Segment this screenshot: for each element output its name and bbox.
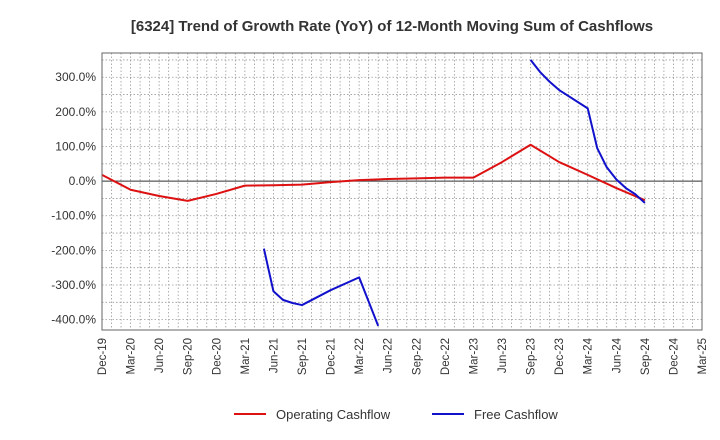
y-tick-label: 0.0%: [69, 174, 97, 188]
series-line-free-cashflow: [262, 248, 380, 327]
series-line-free-cashflow: [529, 59, 646, 204]
x-tick-label: Sep-20: [183, 338, 195, 375]
x-tick-label: Mar-24: [583, 337, 595, 374]
y-tick-label: -300.0%: [51, 278, 96, 292]
x-tick-label: Mar-25: [697, 338, 709, 374]
y-axis: 300.0% 200.0% 100.0% 0.0% -100.0% -200.0% -300…: [51, 70, 96, 326]
y-tick-label: -200.0%: [51, 243, 96, 257]
y-tick-label: 200.0%: [55, 105, 96, 119]
x-tick-label: Jun-21: [268, 338, 280, 373]
plot-area: [102, 53, 702, 330]
x-tick-label: Dec-19: [97, 338, 109, 375]
x-tick-label: Jun-20: [154, 338, 166, 373]
y-tick-label: 300.0%: [55, 70, 96, 84]
x-tick-label: Dec-21: [326, 338, 338, 375]
x-tick-label: Mar-23: [468, 338, 480, 374]
chart-title: [6324] Trend of Growth Rate (YoY) of 12-…: [131, 18, 653, 35]
x-tick-label: Mar-20: [126, 338, 138, 374]
series-layer: [101, 59, 646, 327]
x-tick-label: Jun-24: [611, 337, 623, 373]
legend-label: Free Cashflow: [474, 407, 558, 422]
x-tick-label: Dec-23: [554, 338, 566, 375]
plot-border: [101, 52, 703, 331]
y-tick-label: -100.0%: [51, 209, 96, 223]
x-tick-label: Jun-23: [497, 338, 509, 373]
x-tick-label: Sep-23: [526, 338, 538, 375]
x-tick-label: Sep-22: [411, 338, 423, 375]
x-tick-label: Jun-22: [383, 338, 395, 373]
x-tick-label: Dec-22: [440, 338, 452, 375]
x-tick-label: Mar-22: [354, 338, 366, 374]
series-line-operating-cashflow: [101, 143, 646, 202]
y-tick-label: -400.0%: [51, 313, 96, 327]
x-tick-label: Sep-21: [297, 338, 309, 375]
x-tick-label: Dec-24: [668, 337, 680, 375]
legend-label: Operating Cashflow: [276, 407, 391, 422]
gridlines: [101, 53, 703, 330]
y-tick-label: 100.0%: [55, 139, 96, 153]
x-tick-label: Dec-20: [211, 338, 223, 375]
legend: Operating Cashflow Free Cashflow: [234, 407, 558, 422]
x-tick-label: Mar-21: [240, 338, 252, 374]
x-axis: Dec-19 Mar-20 Jun-20 Sep-20 Dec-20 Mar-21 Jun-…: [97, 337, 709, 375]
x-tick-label: Sep-24: [640, 337, 652, 375]
